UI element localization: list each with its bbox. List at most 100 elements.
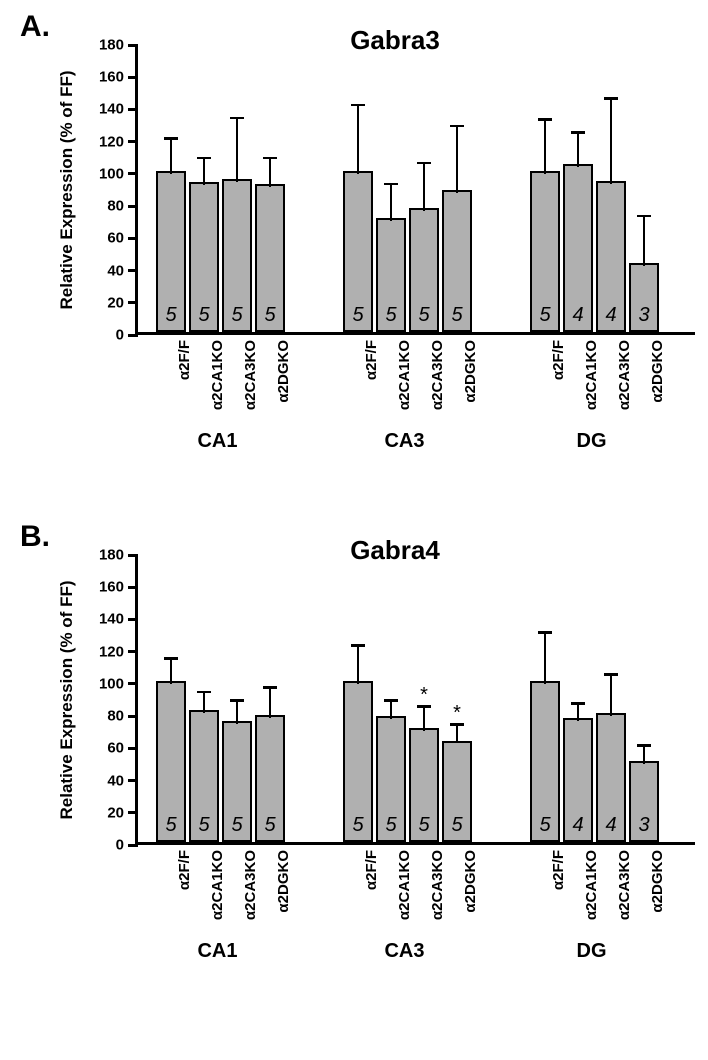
x-tick-label: α2DGKO bbox=[649, 850, 666, 913]
bar-n-label: 5 bbox=[224, 814, 250, 837]
x-tick-label: α2F/F bbox=[550, 340, 567, 380]
error-bar bbox=[456, 126, 459, 194]
error-bar bbox=[544, 632, 547, 684]
error-cap bbox=[604, 673, 618, 676]
error-bar bbox=[643, 745, 646, 764]
x-tick-label: α2CA3KO bbox=[616, 340, 633, 410]
x-tick-label: α2CA1KO bbox=[583, 850, 600, 920]
bar-n-label: 5 bbox=[532, 304, 558, 327]
bar: 5 bbox=[442, 190, 472, 332]
error-bar bbox=[170, 658, 173, 684]
error-bar bbox=[610, 674, 613, 716]
group-label: DG bbox=[527, 430, 656, 453]
bar: 5 bbox=[376, 218, 406, 332]
bar: 4 bbox=[596, 713, 626, 842]
error-cap bbox=[538, 118, 552, 121]
error-cap bbox=[637, 215, 651, 218]
y-axis-label: Relative Expression (% of FF) bbox=[57, 45, 77, 335]
x-axis-labels: α2F/Fα2CA1KOα2CA3KOα2DGKOα2F/Fα2CA1KOα2C… bbox=[135, 340, 695, 460]
bar-n-label: 5 bbox=[411, 814, 437, 837]
y-tick-label: 160 bbox=[99, 579, 138, 596]
bar-n-label: 3 bbox=[631, 304, 657, 327]
error-bar bbox=[610, 98, 613, 183]
group-label: CA1 bbox=[153, 940, 282, 963]
bar: 3 bbox=[629, 263, 659, 332]
x-axis-labels: α2F/Fα2CA1KOα2CA3KOα2DGKOα2F/Fα2CA1KOα2C… bbox=[135, 850, 695, 970]
bar: 4 bbox=[596, 181, 626, 332]
y-tick-label: 140 bbox=[99, 101, 138, 118]
x-tick-label: α2CA1KO bbox=[396, 850, 413, 920]
bar: 5 bbox=[409, 208, 439, 332]
error-bar bbox=[170, 138, 173, 173]
panel-letter: A. bbox=[20, 10, 50, 44]
error-bar bbox=[544, 119, 547, 174]
error-bar bbox=[577, 703, 580, 721]
x-tick-label: α2F/F bbox=[176, 340, 193, 380]
x-tick-label: α2F/F bbox=[550, 850, 567, 890]
bar: 5 bbox=[255, 184, 285, 332]
bar: 5 bbox=[189, 710, 219, 842]
group-label: DG bbox=[527, 940, 656, 963]
bar: 5 bbox=[343, 171, 373, 332]
error-cap bbox=[351, 644, 365, 647]
bar: 5 bbox=[222, 721, 252, 842]
error-cap bbox=[164, 657, 178, 660]
y-tick-label: 100 bbox=[99, 165, 138, 182]
group-label: CA1 bbox=[153, 430, 282, 453]
x-tick-label: α2CA3KO bbox=[616, 850, 633, 920]
bar-n-label: 4 bbox=[598, 814, 624, 837]
bar-n-label: 5 bbox=[191, 304, 217, 327]
y-tick-label: 60 bbox=[107, 740, 138, 757]
y-tick-label: 180 bbox=[99, 547, 138, 564]
y-tick-label: 120 bbox=[99, 643, 138, 660]
error-bar bbox=[236, 700, 239, 724]
bar: 5 bbox=[530, 171, 560, 332]
bar-n-label: 5 bbox=[378, 814, 404, 837]
error-cap bbox=[384, 699, 398, 702]
bar: 4 bbox=[563, 164, 593, 332]
error-bar bbox=[236, 118, 239, 182]
error-bar bbox=[390, 184, 393, 221]
bar-n-label: 5 bbox=[191, 814, 217, 837]
bar-n-label: 5 bbox=[158, 814, 184, 837]
x-tick-label: α2DGKO bbox=[462, 850, 479, 913]
x-tick-label: α2CA3KO bbox=[242, 850, 259, 920]
error-cap bbox=[263, 157, 277, 160]
error-bar bbox=[390, 700, 393, 719]
error-bar bbox=[423, 706, 426, 730]
x-tick-label: α2CA1KO bbox=[396, 340, 413, 410]
y-axis-label: Relative Expression (% of FF) bbox=[57, 555, 77, 845]
error-cap bbox=[571, 131, 585, 134]
error-cap bbox=[230, 117, 244, 120]
error-bar bbox=[203, 692, 206, 713]
x-tick-label: α2DGKO bbox=[275, 340, 292, 403]
bar: 5 bbox=[376, 716, 406, 842]
error-bar bbox=[269, 687, 272, 718]
y-tick-label: 60 bbox=[107, 230, 138, 247]
error-cap bbox=[384, 183, 398, 186]
error-cap bbox=[197, 691, 211, 694]
y-tick-label: 20 bbox=[107, 804, 138, 821]
bar-n-label: 5 bbox=[378, 304, 404, 327]
error-bar bbox=[577, 132, 580, 167]
bar-n-label: 4 bbox=[565, 814, 591, 837]
y-tick-label: 40 bbox=[107, 262, 138, 279]
bar: 5 bbox=[530, 681, 560, 842]
error-cap bbox=[604, 97, 618, 100]
group-label: CA3 bbox=[340, 940, 469, 963]
bar-n-label: 4 bbox=[565, 304, 591, 327]
y-tick-label: 100 bbox=[99, 675, 138, 692]
error-cap bbox=[637, 744, 651, 747]
panel-letter: B. bbox=[20, 520, 50, 554]
bar-n-label: 5 bbox=[158, 304, 184, 327]
error-bar bbox=[456, 724, 459, 743]
y-tick-label: 140 bbox=[99, 611, 138, 628]
panel-B: B.Gabra4Relative Expression (% of FF)020… bbox=[20, 520, 688, 1030]
error-cap bbox=[197, 157, 211, 160]
error-cap bbox=[450, 125, 464, 128]
bar-n-label: 5 bbox=[257, 304, 283, 327]
bar: 3 bbox=[629, 761, 659, 842]
x-tick-label: α2DGKO bbox=[275, 850, 292, 913]
y-tick-label: 180 bbox=[99, 37, 138, 54]
bar: 5 bbox=[255, 715, 285, 842]
